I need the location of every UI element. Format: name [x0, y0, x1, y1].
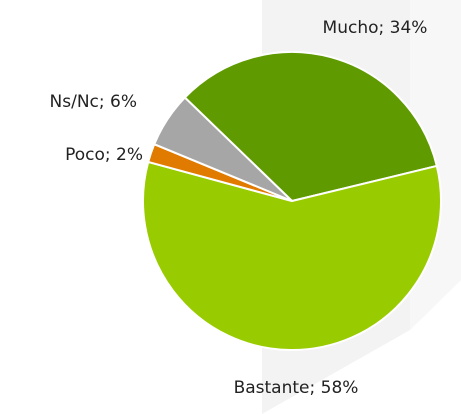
pie-slice [142, 160, 442, 351]
data-label: Ns/Nc; 6% [50, 92, 137, 112]
data-label: Bastante; 58% [234, 378, 359, 398]
pie [142, 51, 442, 351]
pie-slice [152, 96, 293, 202]
pie-slice [183, 51, 439, 203]
data-label: Mucho; 34% [323, 18, 428, 38]
data-label: Poco; 2% [65, 145, 143, 165]
